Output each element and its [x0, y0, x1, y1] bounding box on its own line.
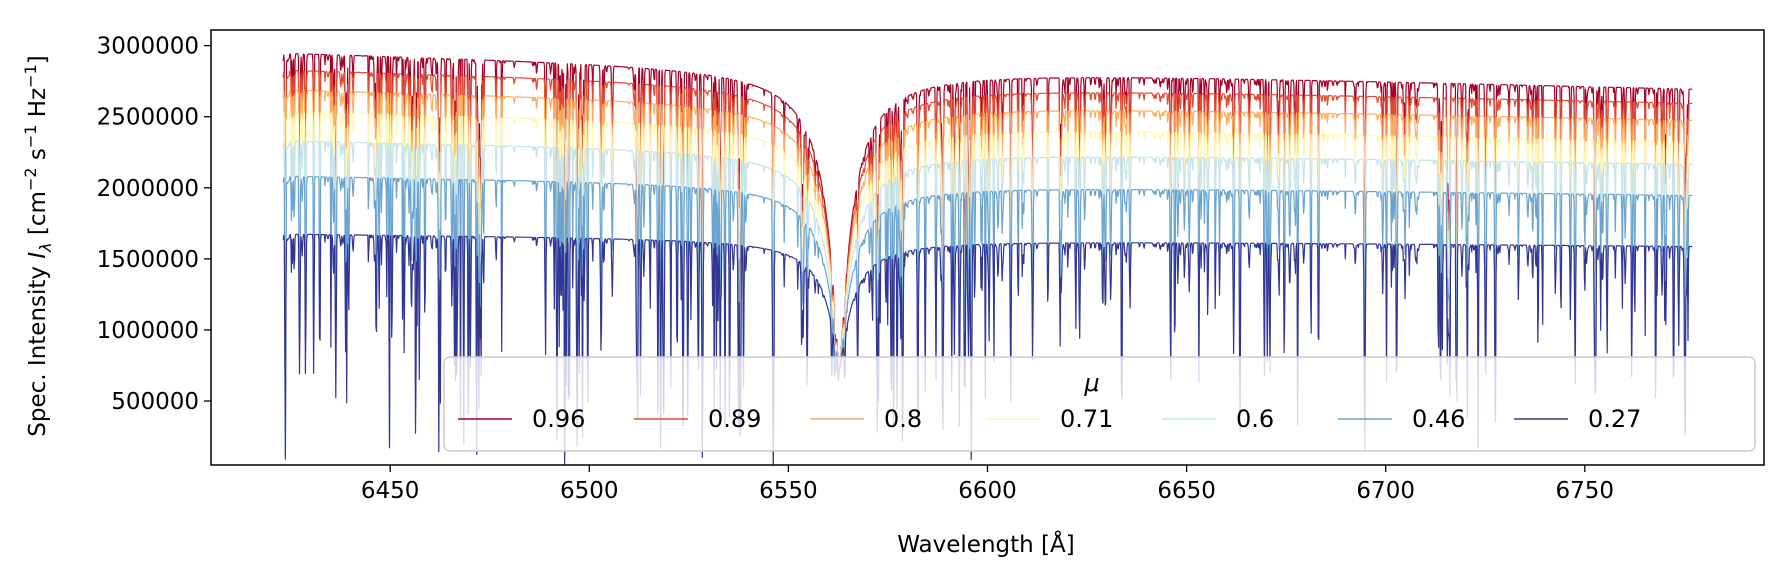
y-tick-label: 2000000	[97, 176, 199, 202]
x-tick-label: 6550	[759, 478, 818, 504]
x-tick-label: 6500	[560, 478, 619, 504]
y-tick-label: 2500000	[97, 105, 199, 131]
legend-label: 0.27	[1588, 405, 1641, 433]
legend-title: μ	[1083, 369, 1099, 397]
legend-label: 0.96	[532, 405, 585, 433]
legend-items: 0.96 0.89 0.8 0.71 0.6 0.46 0.27	[458, 405, 1641, 433]
legend-label: 0.89	[708, 405, 761, 433]
x-tick-label: 6700	[1356, 478, 1415, 504]
legend-label: 0.8	[884, 405, 922, 433]
x-tick-label: 6600	[958, 478, 1017, 504]
y-axis: 500000 1000000 1500000 2000000 2500000 300000…	[97, 34, 211, 415]
y-tick-label: 1500000	[97, 247, 199, 273]
y-axis-label: Spec. Intensity Iλ [cm−2 s−1 Hz−1]	[21, 55, 55, 436]
legend-box	[443, 356, 1756, 452]
series-layer	[282, 53, 1693, 465]
legend: μ 0.96 0.89 0.8 0.71 0.6 0.46 0.27	[443, 356, 1756, 452]
legend-label: 0.6	[1236, 405, 1274, 433]
y-tick-label: 3000000	[97, 34, 199, 60]
y-tick-label: 1000000	[97, 318, 199, 344]
legend-label: 0.71	[1060, 405, 1113, 433]
x-axis-label: Wavelength [Å]	[897, 530, 1074, 558]
x-tick-label: 6450	[361, 478, 420, 504]
series-line-0-27	[282, 233, 1693, 465]
x-axis: 6450 6500 6550 6600 6650 6700 6750	[361, 465, 1614, 504]
y-tick-label: 500000	[111, 389, 199, 415]
x-tick-label: 6750	[1556, 478, 1615, 504]
legend-label: 0.46	[1412, 405, 1465, 433]
x-tick-label: 6650	[1157, 478, 1216, 504]
